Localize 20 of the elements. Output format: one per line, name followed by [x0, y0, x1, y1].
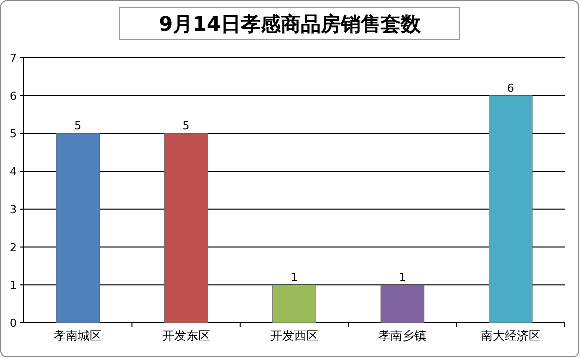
y-tick-label: 7 [10, 52, 17, 65]
x-tick-label: 开发西区 [270, 329, 318, 343]
data-label: 5 [74, 120, 82, 133]
y-tick-label: 0 [10, 317, 17, 330]
y-tick-label: 1 [10, 279, 17, 292]
data-label: 6 [507, 82, 514, 95]
x-tick-label: 开发东区 [162, 329, 210, 343]
y-tick-label: 6 [10, 90, 17, 103]
x-tick-label: 孝南城区 [54, 329, 102, 343]
x-tick-label: 孝南乡镇 [378, 329, 427, 343]
chart-title: 9月14日孝感商品房销售套数 [159, 12, 422, 36]
y-tick-label: 2 [10, 241, 17, 254]
plot: 0 1 2 3 4 5 6 7 5 5 1 1 6 孝南城区 开发东区 开发西区 孝南乡镇 南大经济区 [10, 52, 566, 343]
data-label: 5 [182, 120, 190, 133]
data-label: 1 [291, 271, 298, 284]
y-tick-label: 4 [10, 166, 17, 179]
data-label: 1 [399, 271, 406, 284]
y-tick-label: 5 [10, 128, 17, 141]
x-tick-label: 南大经济区 [480, 329, 541, 343]
y-tick-label: 3 [10, 203, 17, 216]
